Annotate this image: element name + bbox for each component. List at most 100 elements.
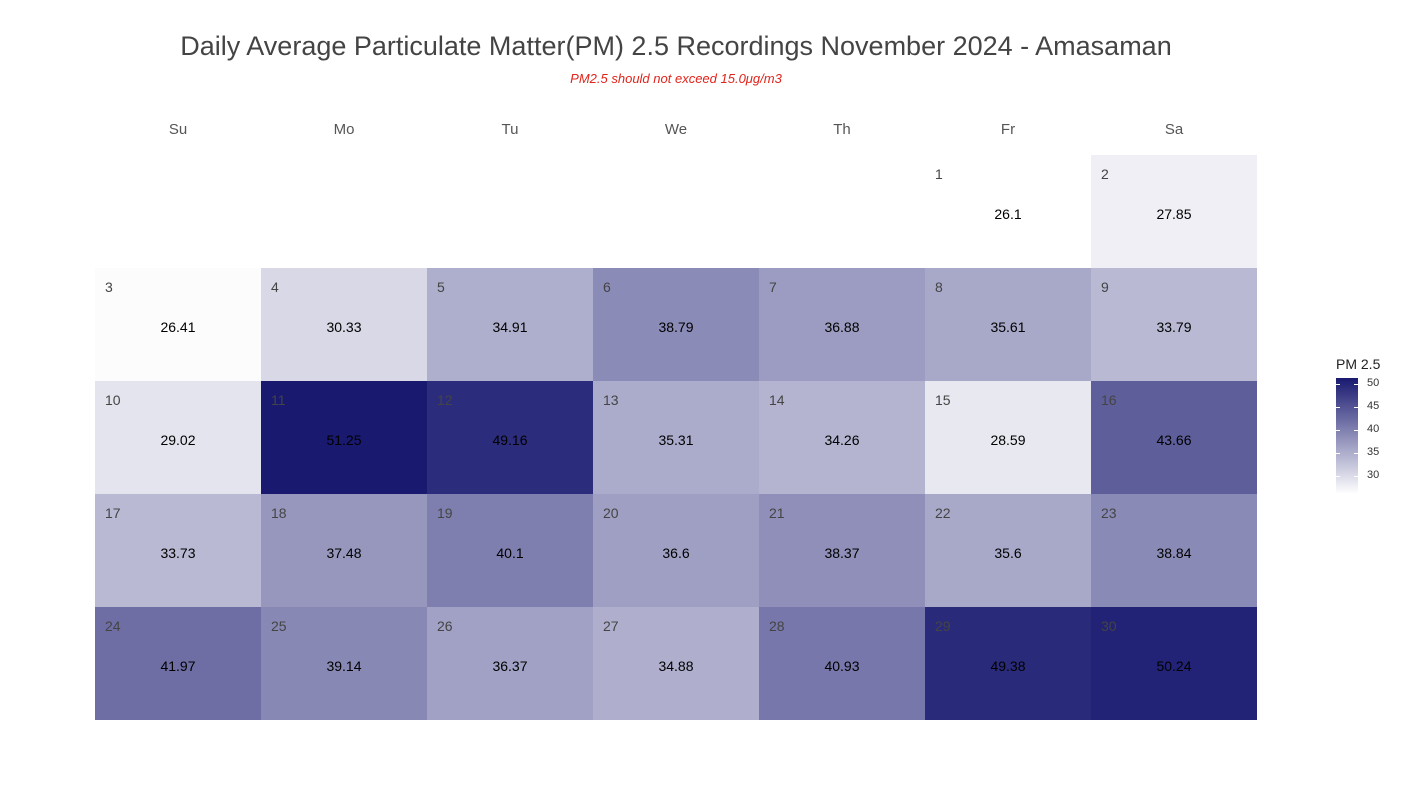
day-cell: 14 34.26 bbox=[759, 381, 925, 494]
day-cell: 4 30.33 bbox=[261, 268, 427, 381]
day-number: 19 bbox=[437, 505, 453, 521]
legend-tick-label: 50 bbox=[1367, 376, 1380, 389]
legend-tick-label: 45 bbox=[1367, 399, 1380, 412]
day-cell: 21 38.37 bbox=[759, 494, 925, 607]
day-value-label: 49.38 bbox=[990, 658, 1026, 674]
day-cell: 2 27.85 bbox=[1091, 155, 1257, 268]
day-number: 17 bbox=[105, 505, 121, 521]
weekday-label: Su bbox=[168, 121, 188, 138]
day-cell: 10 29.02 bbox=[95, 381, 261, 494]
day-value-label: 26.1 bbox=[994, 206, 1022, 222]
day-value-label: 35.6 bbox=[994, 545, 1022, 561]
legend-tick-mark bbox=[1336, 429, 1340, 431]
day-value-label: 26.41 bbox=[160, 319, 196, 335]
legend-title: PM 2.5 bbox=[1336, 356, 1381, 372]
day-value-label: 30.33 bbox=[326, 319, 362, 335]
day-value-label: 36.6 bbox=[662, 545, 690, 561]
day-number: 16 bbox=[1101, 392, 1117, 408]
day-cell: 8 35.61 bbox=[925, 268, 1091, 381]
legend-tick-mark bbox=[1336, 452, 1340, 454]
legend-gradient-bar bbox=[1336, 378, 1358, 494]
day-value-label: 34.26 bbox=[824, 432, 860, 448]
day-value-label: 50.24 bbox=[1156, 658, 1192, 674]
legend-tick-label: 30 bbox=[1367, 469, 1380, 481]
day-value-label: 27.85 bbox=[1156, 206, 1192, 222]
day-value-label: 35.31 bbox=[658, 432, 694, 448]
day-value-label: 41.97 bbox=[160, 658, 196, 674]
day-cell: 19 40.1 bbox=[427, 494, 593, 607]
day-number: 10 bbox=[105, 392, 121, 408]
day-number: 25 bbox=[271, 618, 287, 634]
day-value-label: 40.93 bbox=[824, 658, 860, 674]
legend-tick-label: 35 bbox=[1367, 445, 1380, 458]
day-value-label: 37.48 bbox=[326, 545, 362, 561]
legend-tick-label: 40 bbox=[1367, 422, 1380, 435]
day-value-label: 34.88 bbox=[658, 658, 694, 674]
day-value-label: 36.88 bbox=[824, 319, 860, 335]
day-number: 2 bbox=[1101, 166, 1109, 182]
day-cell: 28 40.93 bbox=[759, 607, 925, 720]
weekday-label: Th bbox=[833, 121, 851, 138]
weekday-label: We bbox=[664, 121, 688, 138]
day-value-label: 38.37 bbox=[824, 545, 860, 561]
day-cell: 20 36.6 bbox=[593, 494, 759, 607]
day-cell: 30 50.24 bbox=[1091, 607, 1257, 720]
day-number: 26 bbox=[437, 618, 453, 634]
day-value-label: 38.79 bbox=[658, 319, 694, 335]
day-number: 30 bbox=[1101, 618, 1117, 634]
day-value-label: 43.66 bbox=[1156, 432, 1192, 448]
day-cell: 11 51.25 bbox=[261, 381, 427, 494]
legend-tick-mark bbox=[1354, 476, 1358, 477]
day-number: 1 bbox=[935, 166, 943, 182]
day-cell: 1 26.1 bbox=[925, 155, 1091, 268]
day-cell: 15 28.59 bbox=[925, 381, 1091, 494]
day-cell: 24 41.97 bbox=[95, 607, 261, 720]
day-value-label: 39.14 bbox=[326, 658, 362, 674]
day-cell: 7 36.88 bbox=[759, 268, 925, 381]
day-cell: 18 37.48 bbox=[261, 494, 427, 607]
day-value-label: 49.16 bbox=[492, 432, 528, 448]
legend-tick-mark bbox=[1354, 429, 1358, 431]
legend-tick-mark bbox=[1336, 476, 1340, 477]
color-legend: PM 2.5 30 35 40 45 50 bbox=[1336, 356, 1381, 494]
day-value-label: 51.25 bbox=[326, 432, 362, 448]
chart-title: Daily Average Particulate Matter(PM) 2.5… bbox=[180, 31, 1172, 61]
day-number: 20 bbox=[603, 505, 619, 521]
day-number: 18 bbox=[271, 505, 287, 521]
legend-tick-mark bbox=[1336, 406, 1340, 408]
day-value-label: 35.61 bbox=[990, 319, 1026, 335]
day-value-label: 33.79 bbox=[1156, 319, 1192, 335]
day-value-label: 28.59 bbox=[990, 432, 1026, 448]
day-value-label: 40.1 bbox=[496, 545, 524, 561]
day-number: 21 bbox=[769, 505, 785, 521]
day-cell: 25 39.14 bbox=[261, 607, 427, 720]
day-number: 24 bbox=[105, 618, 121, 634]
day-cell: 13 35.31 bbox=[593, 381, 759, 494]
day-number: 15 bbox=[935, 392, 951, 408]
day-value-label: 29.02 bbox=[160, 432, 196, 448]
day-cell: 22 35.6 bbox=[925, 494, 1091, 607]
day-value-label: 34.91 bbox=[492, 319, 528, 335]
day-cell: 3 26.41 bbox=[95, 268, 261, 381]
day-cell: 29 49.38 bbox=[925, 607, 1091, 720]
weekday-label: Sa bbox=[1164, 121, 1184, 138]
day-cell: 17 33.73 bbox=[95, 494, 261, 607]
day-cell: 9 33.79 bbox=[1091, 268, 1257, 381]
day-number: 6 bbox=[603, 279, 611, 295]
day-cell: 16 43.66 bbox=[1091, 381, 1257, 494]
day-number: 23 bbox=[1101, 505, 1117, 521]
day-cell: 5 34.91 bbox=[427, 268, 593, 381]
day-cell: 26 36.37 bbox=[427, 607, 593, 720]
day-number: 9 bbox=[1101, 279, 1109, 295]
weekday-label: Mo bbox=[333, 121, 355, 138]
legend-tick-mark bbox=[1354, 452, 1358, 454]
legend-tick-mark bbox=[1354, 383, 1358, 385]
legend-tick-mark bbox=[1336, 383, 1340, 385]
day-number: 29 bbox=[935, 618, 951, 634]
day-number: 4 bbox=[271, 279, 279, 295]
day-value-label: 36.37 bbox=[492, 658, 528, 674]
day-number: 14 bbox=[769, 392, 785, 408]
day-cell: 23 38.84 bbox=[1091, 494, 1257, 607]
legend-tick-mark bbox=[1354, 406, 1358, 408]
